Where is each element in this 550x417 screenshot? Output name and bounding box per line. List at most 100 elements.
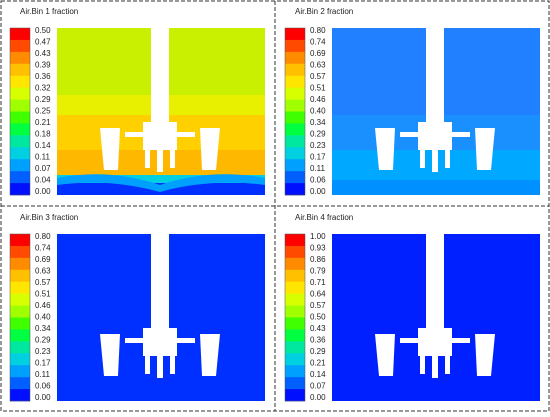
colorbar-label: 0.40: [310, 107, 326, 116]
colorbar-band: [10, 171, 30, 184]
colorbar-label: 0.29: [310, 130, 326, 139]
colorbar-band: [10, 269, 30, 283]
colorbar-label: 1.00: [310, 232, 326, 241]
blade: [420, 140, 425, 168]
colorbar-band: [285, 171, 305, 184]
colorbar-band: [10, 87, 30, 100]
contour-region: [332, 180, 540, 195]
colorbar-label: 0.00: [35, 187, 51, 196]
colorbar-band: [285, 257, 305, 271]
colorbar-band: [285, 147, 305, 160]
shaft: [426, 234, 444, 334]
colorbar-label: 0.04: [35, 176, 51, 185]
colorbar-label: 0.29: [35, 336, 51, 345]
colorbar-band: [285, 305, 305, 318]
disc: [125, 132, 195, 137]
baffle: [100, 334, 120, 376]
disc: [400, 338, 470, 343]
colorbar-band: [285, 159, 305, 172]
colorbar-label: 0.51: [35, 290, 51, 299]
blade: [445, 346, 450, 374]
colorbar-band: [10, 147, 30, 160]
contour-region: [57, 175, 265, 183]
colorbar-band: [285, 341, 305, 354]
colorbar-label: 0.14: [35, 141, 51, 150]
colorbar-label: 0.50: [35, 26, 51, 35]
colorbar-label: 0.50: [310, 313, 326, 322]
blade: [445, 140, 450, 168]
colorbar-label: 0.17: [310, 153, 326, 162]
colorbar-label: 0.07: [310, 382, 326, 391]
colorbar-band: [285, 111, 305, 124]
colorbar-band: [285, 39, 305, 53]
colorbar-band: [10, 135, 30, 148]
panel-title: Air.Bin 3 fraction: [20, 213, 78, 222]
colorbar-frame: [9, 233, 31, 402]
colorbar-band: [10, 245, 30, 259]
panel: Air.Bin 4 fraction 1.00 0.93 0.86 0.79 0.71 0.…: [284, 213, 540, 402]
colorbar-band: [285, 389, 305, 402]
colorbar-band: [10, 281, 30, 294]
blade: [157, 356, 163, 378]
panel: Air.Bin 1 fraction 0.50 0.47 0.43 0.39 0.36 0.…: [9, 7, 265, 196]
colorbar-band: [10, 123, 30, 136]
colorbar-label: 0.74: [35, 244, 51, 253]
panel-title: Air.Bin 1 fraction: [20, 7, 78, 16]
colorbar-label: 0.06: [35, 382, 51, 391]
colorbar-band: [10, 111, 30, 124]
colorbar-band: [285, 135, 305, 148]
blade: [420, 346, 425, 374]
colorbar-label: 0.25: [35, 107, 51, 116]
disc: [400, 132, 470, 137]
colorbar-band: [10, 39, 30, 53]
colorbar-label: 0.86: [310, 255, 326, 264]
colorbar-band: [10, 341, 30, 354]
colorbar-band: [10, 234, 30, 247]
colorbar-band: [10, 51, 30, 65]
colorbar-label: 0.14: [310, 370, 326, 379]
colorbar-band: [285, 75, 305, 88]
disc: [125, 338, 195, 343]
baffle: [200, 128, 220, 170]
shaft: [151, 234, 169, 334]
colorbar-band: [285, 269, 305, 283]
colorbar-label: 0.29: [35, 95, 51, 104]
colorbar-band: [285, 245, 305, 259]
colorbar-band: [10, 99, 30, 112]
shaft: [151, 28, 169, 128]
colorbar-band: [10, 63, 30, 77]
baffle: [375, 128, 395, 170]
colorbar-label: 0.46: [310, 95, 326, 104]
colorbar-label: 0.17: [35, 359, 51, 368]
colorbar-label: 0.34: [310, 118, 326, 127]
panel-title: Air.Bin 2 fraction: [295, 7, 353, 16]
colorbar-label: 0.93: [310, 244, 326, 253]
colorbar-label: 0.46: [35, 301, 51, 310]
colorbar-band: [285, 353, 305, 366]
colorbar-band: [285, 87, 305, 100]
colorbar-band: [10, 317, 30, 330]
colorbar-label: 0.34: [35, 324, 51, 333]
colorbar-band: [10, 389, 30, 402]
colorbar-label: 0.23: [310, 141, 326, 150]
colorbar-band: [10, 377, 30, 390]
colorbar-label: 0.32: [35, 84, 51, 93]
colorbar-band: [285, 99, 305, 112]
colorbar-label: 0.69: [310, 49, 326, 58]
panel-title: Air.Bin 4 fraction: [295, 213, 353, 222]
colorbar-label: 0.11: [35, 153, 51, 162]
colorbar-band: [285, 51, 305, 65]
shaft: [426, 28, 444, 128]
blade: [170, 140, 175, 168]
colorbar-band: [285, 183, 305, 196]
colorbar-label: 0.51: [310, 84, 326, 93]
blade: [170, 346, 175, 374]
baffle: [475, 334, 495, 376]
colorbar-band: [285, 293, 305, 306]
colorbar-label: 0.43: [310, 324, 326, 333]
colorbar-band: [285, 28, 305, 41]
colorbar-band: [10, 159, 30, 172]
baffle: [100, 128, 120, 170]
blade: [432, 150, 438, 172]
